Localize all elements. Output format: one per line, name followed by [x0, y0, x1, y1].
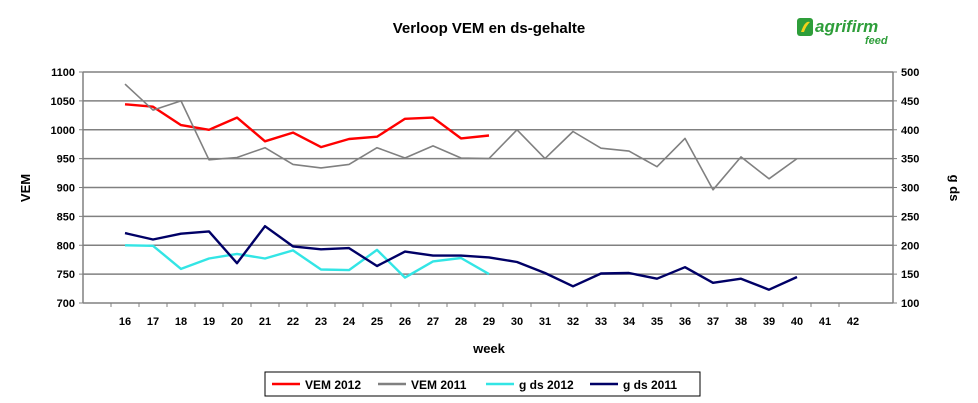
- legend-box: [264, 371, 701, 397]
- y-tick-label: 750: [57, 269, 75, 281]
- x-tick-label: 32: [567, 316, 579, 328]
- x-tick-label: 23: [315, 316, 327, 328]
- x-tick-label: 27: [427, 316, 439, 328]
- x-tick-label: 38: [735, 316, 747, 328]
- y-tick-label: 900: [57, 183, 75, 195]
- x-tick-label: 19: [203, 316, 215, 328]
- y2-axis-label: g ds: [947, 175, 962, 202]
- x-tick-label: 41: [819, 316, 831, 328]
- y-axis-label: VEM: [18, 174, 33, 202]
- x-tick-label: 39: [763, 316, 775, 328]
- agrifirm-logo: agrifirm feed: [797, 17, 888, 47]
- x-tick-label: 20: [231, 316, 243, 328]
- x-tick-label: 42: [847, 316, 859, 328]
- series-line-g-ds-2012: [124, 244, 490, 279]
- y2-tick-label: 100: [901, 298, 919, 310]
- y2-tick-label: 500: [901, 67, 919, 79]
- logo-brand: agrifirm: [815, 17, 878, 36]
- y2-tick-label: 400: [901, 125, 919, 137]
- legend-label: g ds 2012: [519, 378, 574, 392]
- x-tick-label: 24: [343, 316, 356, 328]
- series-line-vem-2011: [124, 83, 798, 191]
- x-tick-label: 31: [539, 316, 551, 328]
- x-axis-label: week: [472, 341, 506, 356]
- y2-tick-label: 250: [901, 211, 919, 223]
- y-tick-label: 700: [57, 298, 75, 310]
- x-tick-label: 34: [623, 316, 636, 328]
- x-tick-label: 40: [791, 316, 803, 328]
- y2-tick-label: 350: [901, 154, 919, 166]
- x-tick-label: 35: [651, 316, 663, 328]
- y2-tick-label: 450: [901, 96, 919, 108]
- y2-tick-label: 300: [901, 183, 919, 195]
- x-tick-label: 29: [483, 316, 495, 328]
- y2-tick-label: 200: [901, 240, 919, 252]
- legend-label: g ds 2011: [623, 378, 677, 392]
- x-tick-label: 22: [287, 316, 299, 328]
- y-tick-label: 850: [57, 211, 75, 223]
- chart-title: Verloop VEM en ds-gehalte: [393, 20, 586, 37]
- legend-label: VEM 2012: [305, 378, 361, 392]
- legend: VEM 2012 VEM 2011 g ds 2012 g ds 2011: [272, 378, 677, 392]
- legend-label: VEM 2011: [411, 378, 467, 392]
- y-tick-label: 950: [57, 154, 75, 166]
- x-tick-label: 33: [595, 316, 607, 328]
- y-tick-label: 800: [57, 240, 75, 252]
- x-tick-label: 37: [707, 316, 719, 328]
- x-tick-label: 28: [455, 316, 467, 328]
- series-line-vem-2012: [124, 103, 490, 149]
- y-tick-label: 1100: [51, 67, 75, 79]
- y-tick-label: 1000: [51, 125, 75, 137]
- y-tick-label: 1050: [51, 96, 75, 108]
- y2-tick-label: 150: [901, 269, 919, 281]
- x-tick-label: 36: [679, 316, 691, 328]
- x-tick-label: 26: [399, 316, 411, 328]
- x-tick-label: 16: [119, 316, 131, 328]
- logo-sub: feed: [865, 35, 888, 47]
- x-tick-label: 25: [371, 316, 383, 328]
- x-tick-label: 21: [259, 316, 271, 328]
- x-tick-label: 18: [175, 316, 187, 328]
- x-tick-label: 30: [511, 316, 523, 328]
- series-line-g-ds-2011: [124, 224, 798, 291]
- x-tick-label: 17: [147, 316, 159, 328]
